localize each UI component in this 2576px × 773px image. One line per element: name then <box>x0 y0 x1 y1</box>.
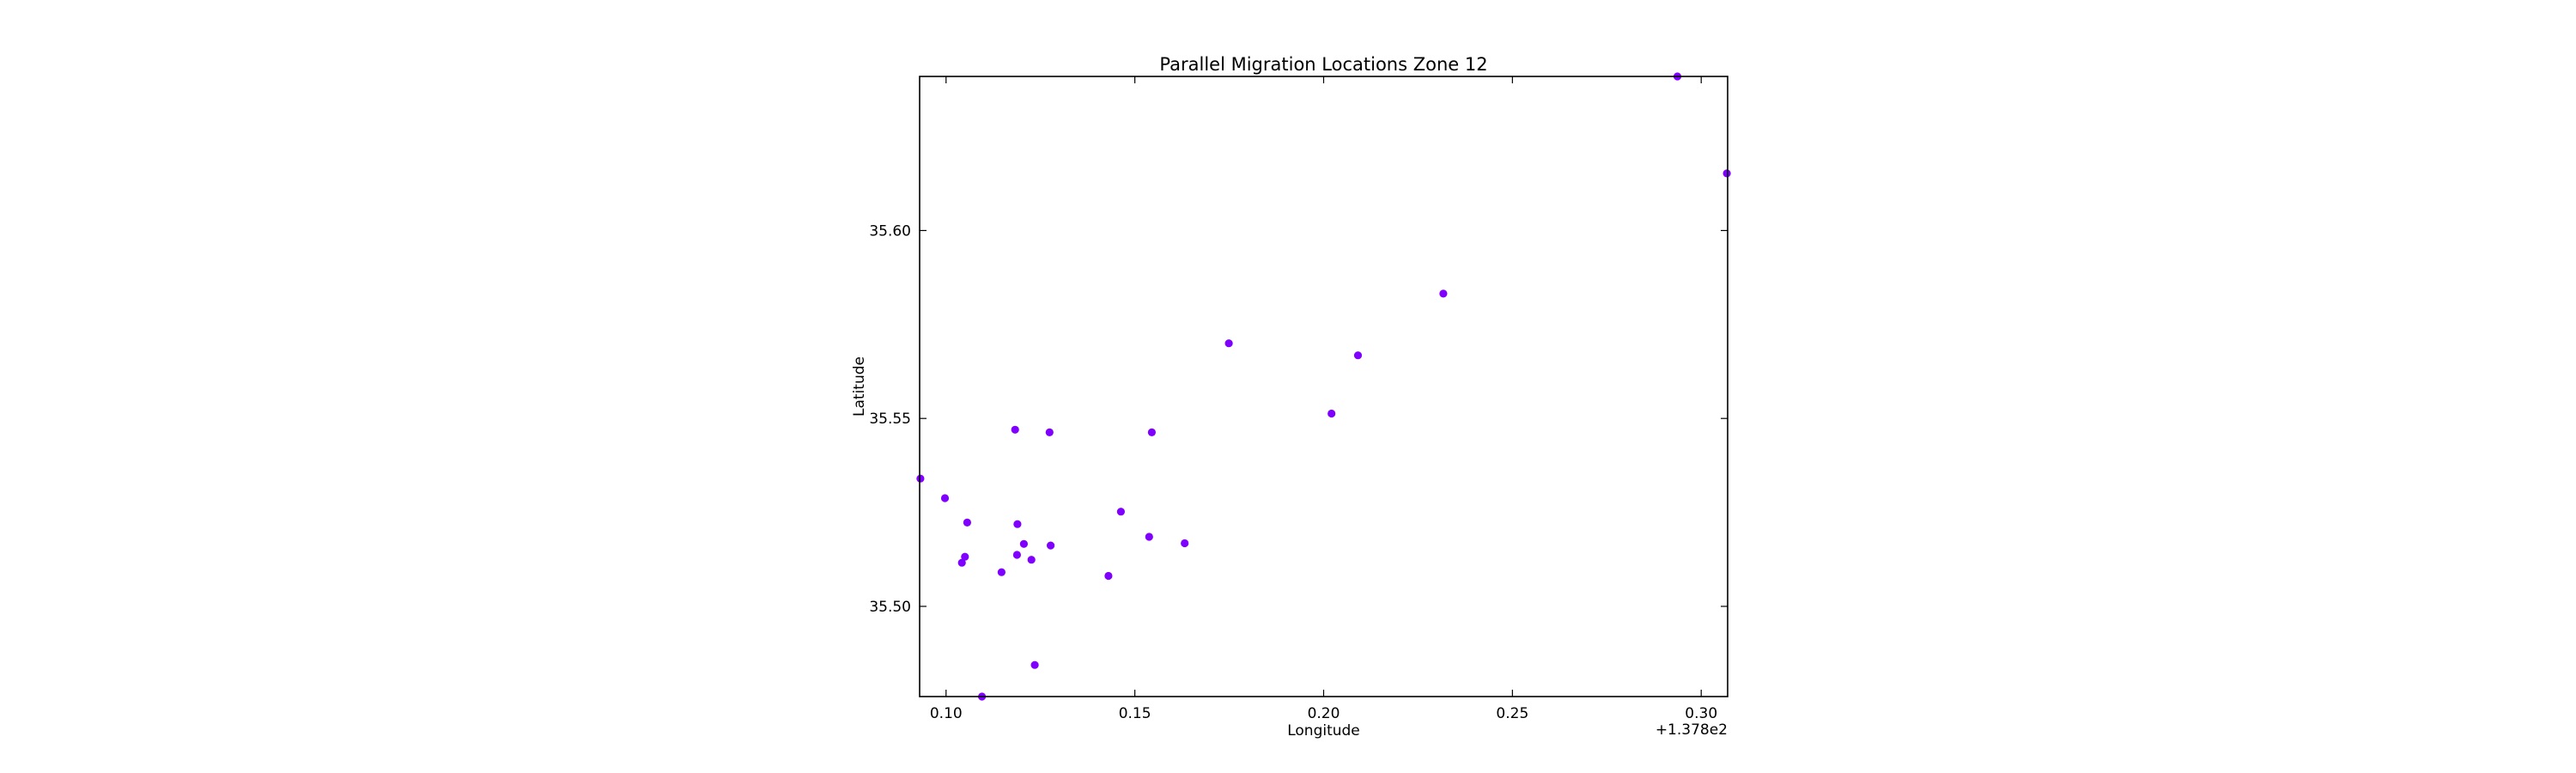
chart-title: Parallel Migration Locations Zone 12 <box>1159 54 1487 75</box>
data-point <box>961 552 969 561</box>
y-tick-label: 35.50 <box>869 599 911 616</box>
data-point <box>916 474 925 483</box>
data-point <box>1439 289 1448 298</box>
y-axis-label: Latitude <box>851 356 868 417</box>
data-point <box>1104 571 1113 581</box>
x-axis: 0.10 0.15 0.20 0.25 0.30 <box>930 76 1717 722</box>
x-tick-label: 0.20 <box>1308 705 1340 722</box>
data-point <box>1047 541 1055 550</box>
data-point <box>957 558 966 567</box>
plot-frame <box>919 76 1728 697</box>
x-axis-label: Longitude <box>1287 722 1360 740</box>
data-point <box>1145 533 1153 541</box>
data-point <box>1027 556 1036 564</box>
data-point <box>1181 539 1189 548</box>
x-tick-label: 0.15 <box>1119 705 1151 722</box>
data-point <box>1722 169 1731 178</box>
x-axis-offset-label: +1.378e2 <box>1656 721 1728 739</box>
data-point <box>1013 520 1022 528</box>
data-point <box>1224 339 1233 348</box>
data-point <box>963 518 971 527</box>
data-point <box>1327 409 1336 418</box>
plot-area <box>916 72 1731 701</box>
data-point <box>1353 351 1363 360</box>
data-point <box>1011 425 1019 434</box>
data-point <box>1030 660 1039 669</box>
y-axis: 35.50 35.55 35.60 <box>869 222 1728 616</box>
x-tick-label: 0.30 <box>1685 705 1717 722</box>
y-tick-label: 35.55 <box>869 411 911 428</box>
data-point <box>1147 428 1156 436</box>
x-tick-label: 0.10 <box>930 705 963 722</box>
data-point <box>940 494 950 502</box>
data-point <box>997 568 1005 576</box>
data-point <box>1012 551 1021 559</box>
y-tick-label: 35.60 <box>869 222 911 240</box>
data-point <box>1116 508 1125 516</box>
x-tick-label: 0.25 <box>1496 705 1528 722</box>
data-point <box>1045 428 1054 436</box>
data-point <box>1019 539 1028 548</box>
